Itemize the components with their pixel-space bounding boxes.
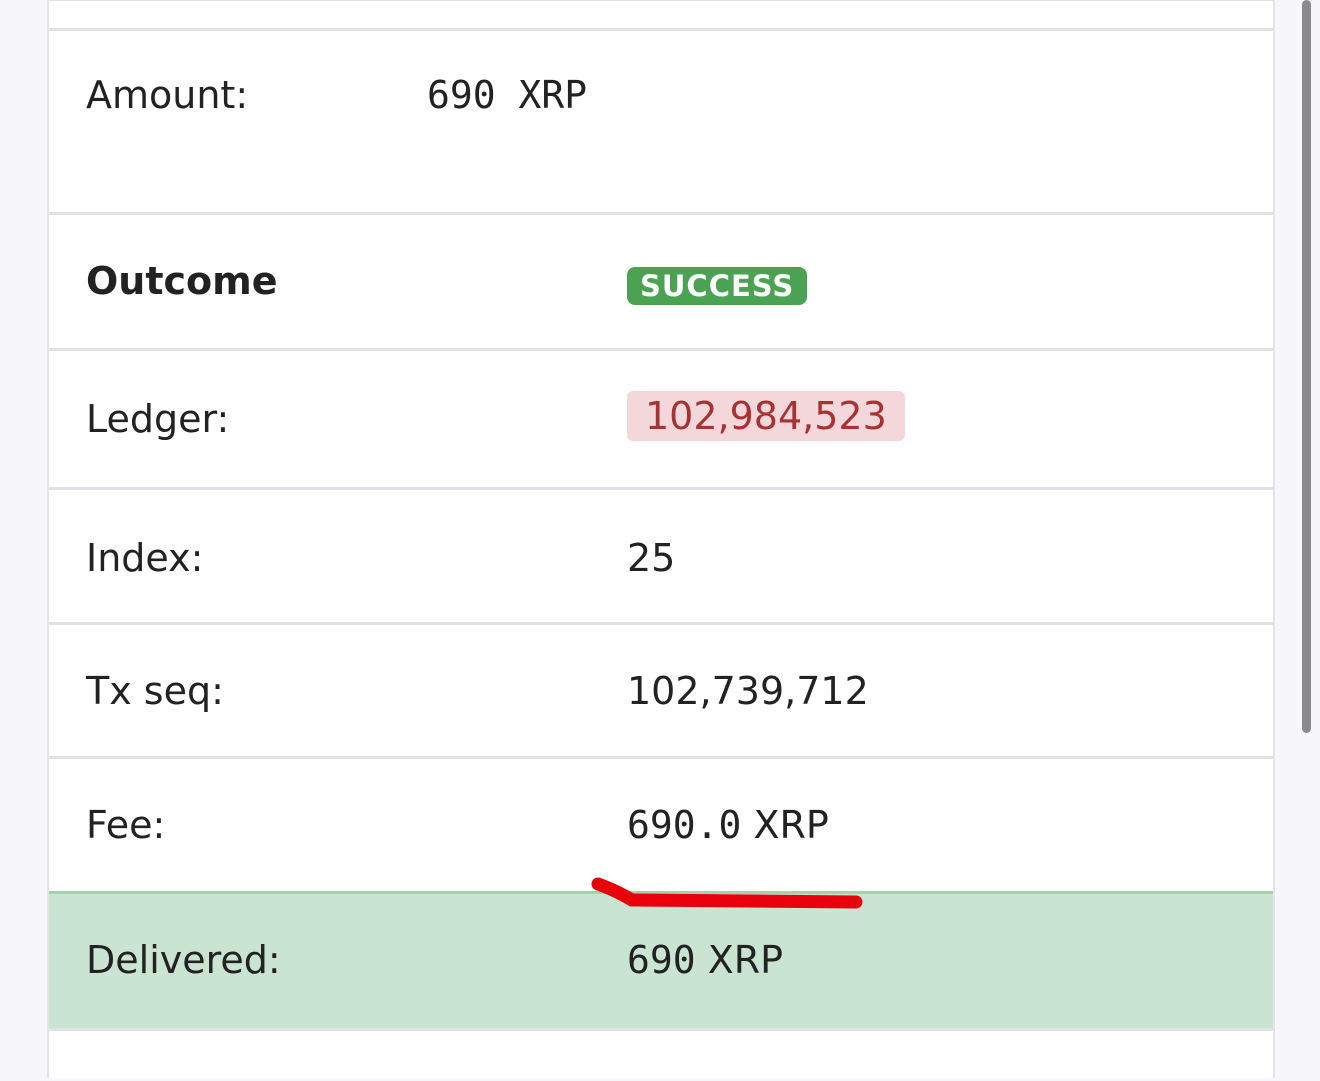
- row-fee: Fee: 690.0 XRP: [49, 756, 1273, 893]
- row-tx-seq: Tx seq: 102,739,712: [49, 622, 1273, 757]
- delivered-unit: XRP: [707, 938, 784, 982]
- amount-label: Amount:: [86, 73, 249, 117]
- fee-number: 690.0: [627, 803, 742, 847]
- ledger-label: Ledger:: [86, 397, 230, 441]
- fee-label: Fee:: [86, 803, 166, 847]
- status-badge: SUCCESS: [627, 267, 808, 305]
- fee-unit: XRP: [753, 803, 829, 847]
- index-value: 25: [627, 536, 676, 580]
- delivered-value: 690 XRP: [627, 938, 783, 982]
- delivered-label: Delivered:: [86, 938, 281, 982]
- row-delivered: Delivered: 690 XRP: [49, 891, 1273, 1029]
- row-top: [49, 0, 1273, 31]
- delivered-number: 690: [627, 938, 696, 982]
- tx-seq-value: 102,739,712: [627, 669, 869, 713]
- row-ledger: Ledger: 102,984,523: [49, 348, 1273, 488]
- row-amount: Amount: 690 XRP: [49, 28, 1273, 214]
- fee-value: 690.0 XRP: [627, 803, 829, 847]
- row-bottom: [49, 1028, 1273, 1081]
- index-label: Index:: [86, 536, 204, 580]
- outcome-label: Outcome: [86, 259, 278, 303]
- scrollbar[interactable]: [1302, 0, 1311, 733]
- amount-value: 690 XRP: [427, 73, 588, 117]
- row-index: Index: 25: [49, 487, 1273, 623]
- row-outcome: Outcome SUCCESS: [49, 212, 1273, 349]
- tx-seq-label: Tx seq:: [86, 669, 224, 713]
- ledger-link[interactable]: 102,984,523: [627, 391, 905, 441]
